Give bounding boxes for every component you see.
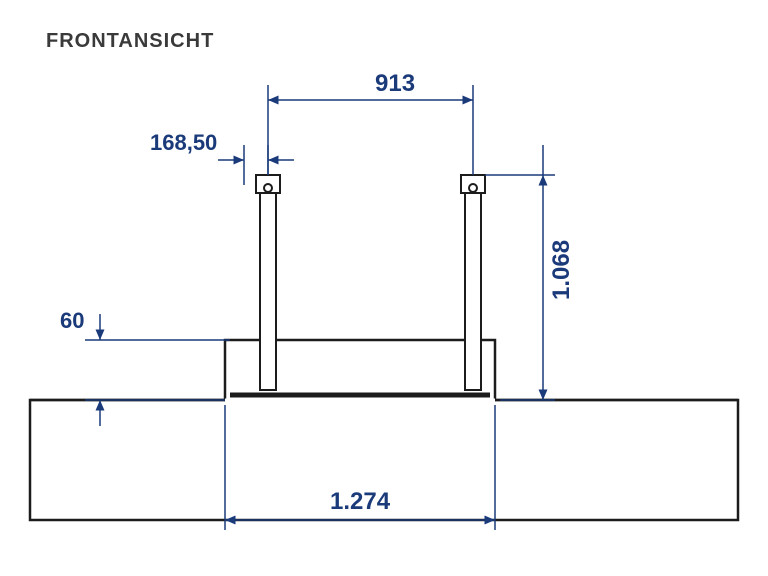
dim-label-168-50: 168,50 xyxy=(150,130,217,156)
post-right xyxy=(461,175,485,390)
dim-60 xyxy=(85,314,230,426)
dim-top-913 xyxy=(268,85,473,175)
dim-label-913: 913 xyxy=(375,70,415,98)
dim-label-1274: 1.274 xyxy=(330,488,390,516)
dim-label-1068: 1.068 xyxy=(548,240,576,300)
dim-label-60: 60 xyxy=(60,308,84,334)
channel xyxy=(30,340,738,400)
post-left xyxy=(256,175,280,390)
